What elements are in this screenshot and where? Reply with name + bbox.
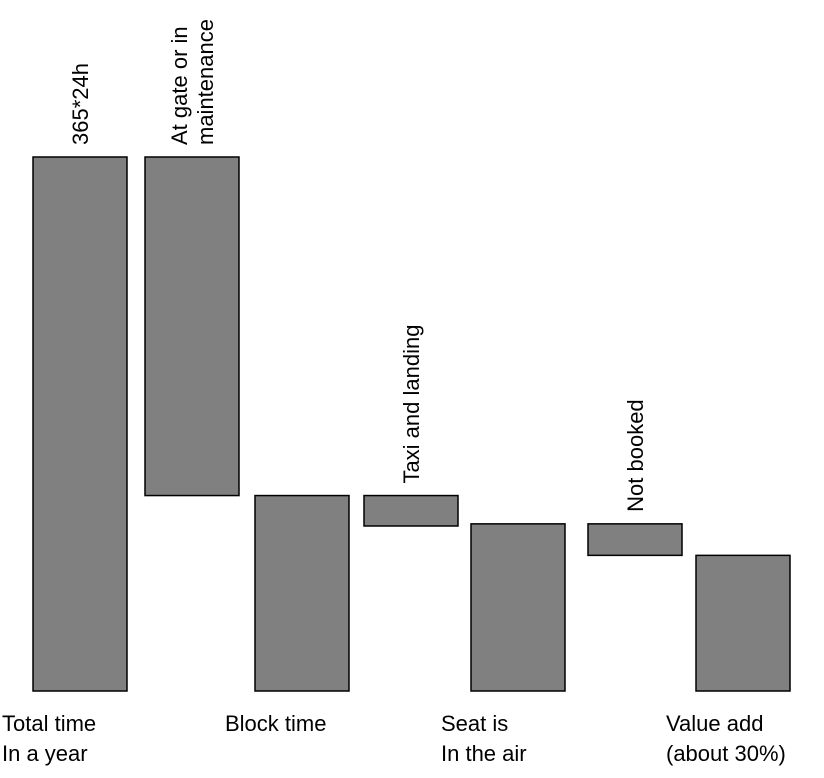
category-label-4-line-0: Seat is <box>441 711 508 736</box>
category-label-4-line-1: In the air <box>441 741 527 766</box>
bar-1 <box>144 156 240 497</box>
category-label-6-line-0: Value add <box>666 711 763 736</box>
top-label-0: 365*24h <box>68 63 93 145</box>
bars-layer <box>32 156 791 692</box>
top-label-5-line-0: Not booked <box>623 399 648 512</box>
bar-2 <box>254 494 350 692</box>
bar-5 <box>587 523 683 557</box>
top-labels-layer: 365*24h At gate or in maintenance Taxi and … <box>68 19 648 512</box>
category-label-2: Block time <box>225 711 326 736</box>
top-label-1-line-0: At gate or in <box>167 26 192 145</box>
bar-0 <box>32 156 128 692</box>
category-label-0-line-0: Total time <box>2 711 96 736</box>
bar-3 <box>363 494 459 527</box>
category-label-4: Seat is In the air <box>441 711 527 766</box>
top-label-1: At gate or in maintenance <box>167 19 218 145</box>
top-label-3: Taxi and landing <box>399 325 424 484</box>
bar-6 <box>695 554 791 692</box>
top-label-1-line-1: maintenance <box>193 19 218 145</box>
bar-4 <box>470 523 566 692</box>
category-label-6-line-1: (about 30%) <box>666 741 786 766</box>
bottom-labels-layer: Total time In a year Block time Seat is In t… <box>2 711 786 766</box>
category-label-0-line-1: In a year <box>2 741 88 766</box>
top-label-3-line-0: Taxi and landing <box>399 325 424 484</box>
category-label-0: Total time In a year <box>2 711 96 766</box>
top-label-0-line-0: 365*24h <box>68 63 93 145</box>
category-label-6: Value add (about 30%) <box>666 711 786 766</box>
category-label-2-line-0: Block time <box>225 711 326 736</box>
top-label-5: Not booked <box>623 399 648 512</box>
